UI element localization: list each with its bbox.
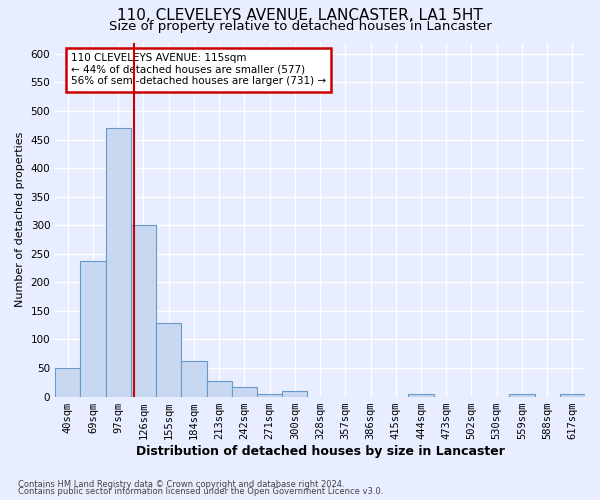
Text: Size of property relative to detached houses in Lancaster: Size of property relative to detached ho… [109, 20, 491, 33]
Bar [560, 394, 585, 396]
Text: 110, CLEVELEYS AVENUE, LANCASTER, LA1 5HT: 110, CLEVELEYS AVENUE, LANCASTER, LA1 5H… [117, 8, 483, 22]
Bar [106, 128, 131, 396]
Bar [80, 260, 106, 396]
Y-axis label: Number of detached properties: Number of detached properties [15, 132, 25, 307]
Bar [206, 380, 232, 396]
Bar [257, 394, 282, 396]
Bar [131, 226, 156, 396]
Bar [509, 394, 535, 396]
Bar [282, 391, 307, 396]
Text: 110 CLEVELEYS AVENUE: 115sqm
← 44% of detached houses are smaller (577)
56% of s: 110 CLEVELEYS AVENUE: 115sqm ← 44% of de… [71, 53, 326, 86]
Bar [409, 394, 434, 396]
Bar [156, 324, 181, 396]
Bar [181, 361, 206, 396]
Bar [55, 368, 80, 396]
X-axis label: Distribution of detached houses by size in Lancaster: Distribution of detached houses by size … [136, 444, 505, 458]
Text: Contains HM Land Registry data © Crown copyright and database right 2024.: Contains HM Land Registry data © Crown c… [18, 480, 344, 489]
Bar [232, 388, 257, 396]
Text: Contains public sector information licensed under the Open Government Licence v3: Contains public sector information licen… [18, 487, 383, 496]
